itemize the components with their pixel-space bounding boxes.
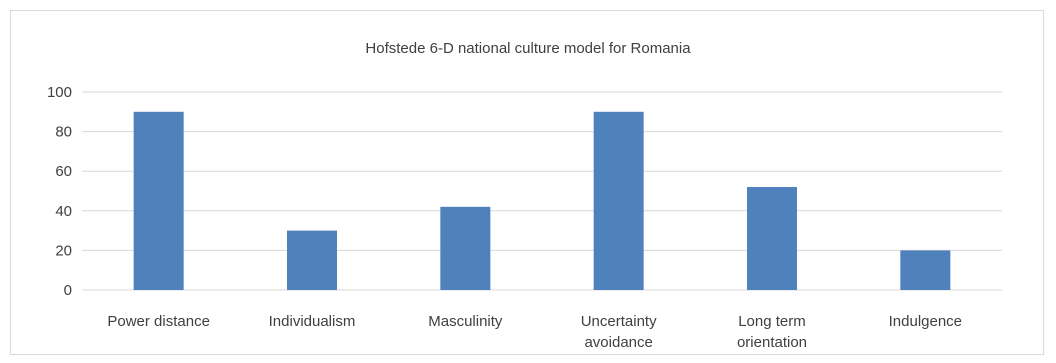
bar — [440, 206, 491, 290]
bar — [747, 187, 797, 290]
y-tick-label: 60 — [55, 163, 72, 180]
x-tick-label: Masculinity — [428, 313, 503, 330]
x-tick-label: orientation — [737, 334, 807, 351]
y-tick-label: 40 — [55, 203, 72, 220]
y-tick-label: 100 — [47, 84, 72, 101]
x-tick-label: Long term — [738, 313, 806, 330]
y-tick-label: 0 — [64, 282, 72, 299]
bar — [593, 111, 644, 290]
x-tick-label: Power distance — [107, 313, 210, 330]
bar — [900, 250, 951, 290]
gridlines — [82, 91, 1002, 291]
x-axis-labels: Power distance Individualism Masculinity Un… — [107, 313, 962, 351]
x-tick-label: Individualism — [269, 313, 356, 330]
bars — [133, 111, 951, 290]
y-tick-label: 20 — [55, 242, 72, 259]
x-tick-label: Indulgence — [889, 313, 962, 330]
y-tick-label: 80 — [55, 124, 72, 141]
x-tick-label: Uncertainty — [581, 313, 657, 330]
bar — [133, 111, 184, 290]
y-axis-ticks: 0 20 40 60 80 100 — [47, 84, 72, 299]
bar — [287, 230, 337, 290]
chart-title: Hofstede 6-D national culture model for … — [365, 40, 691, 57]
x-tick-label: avoidance — [584, 334, 652, 351]
